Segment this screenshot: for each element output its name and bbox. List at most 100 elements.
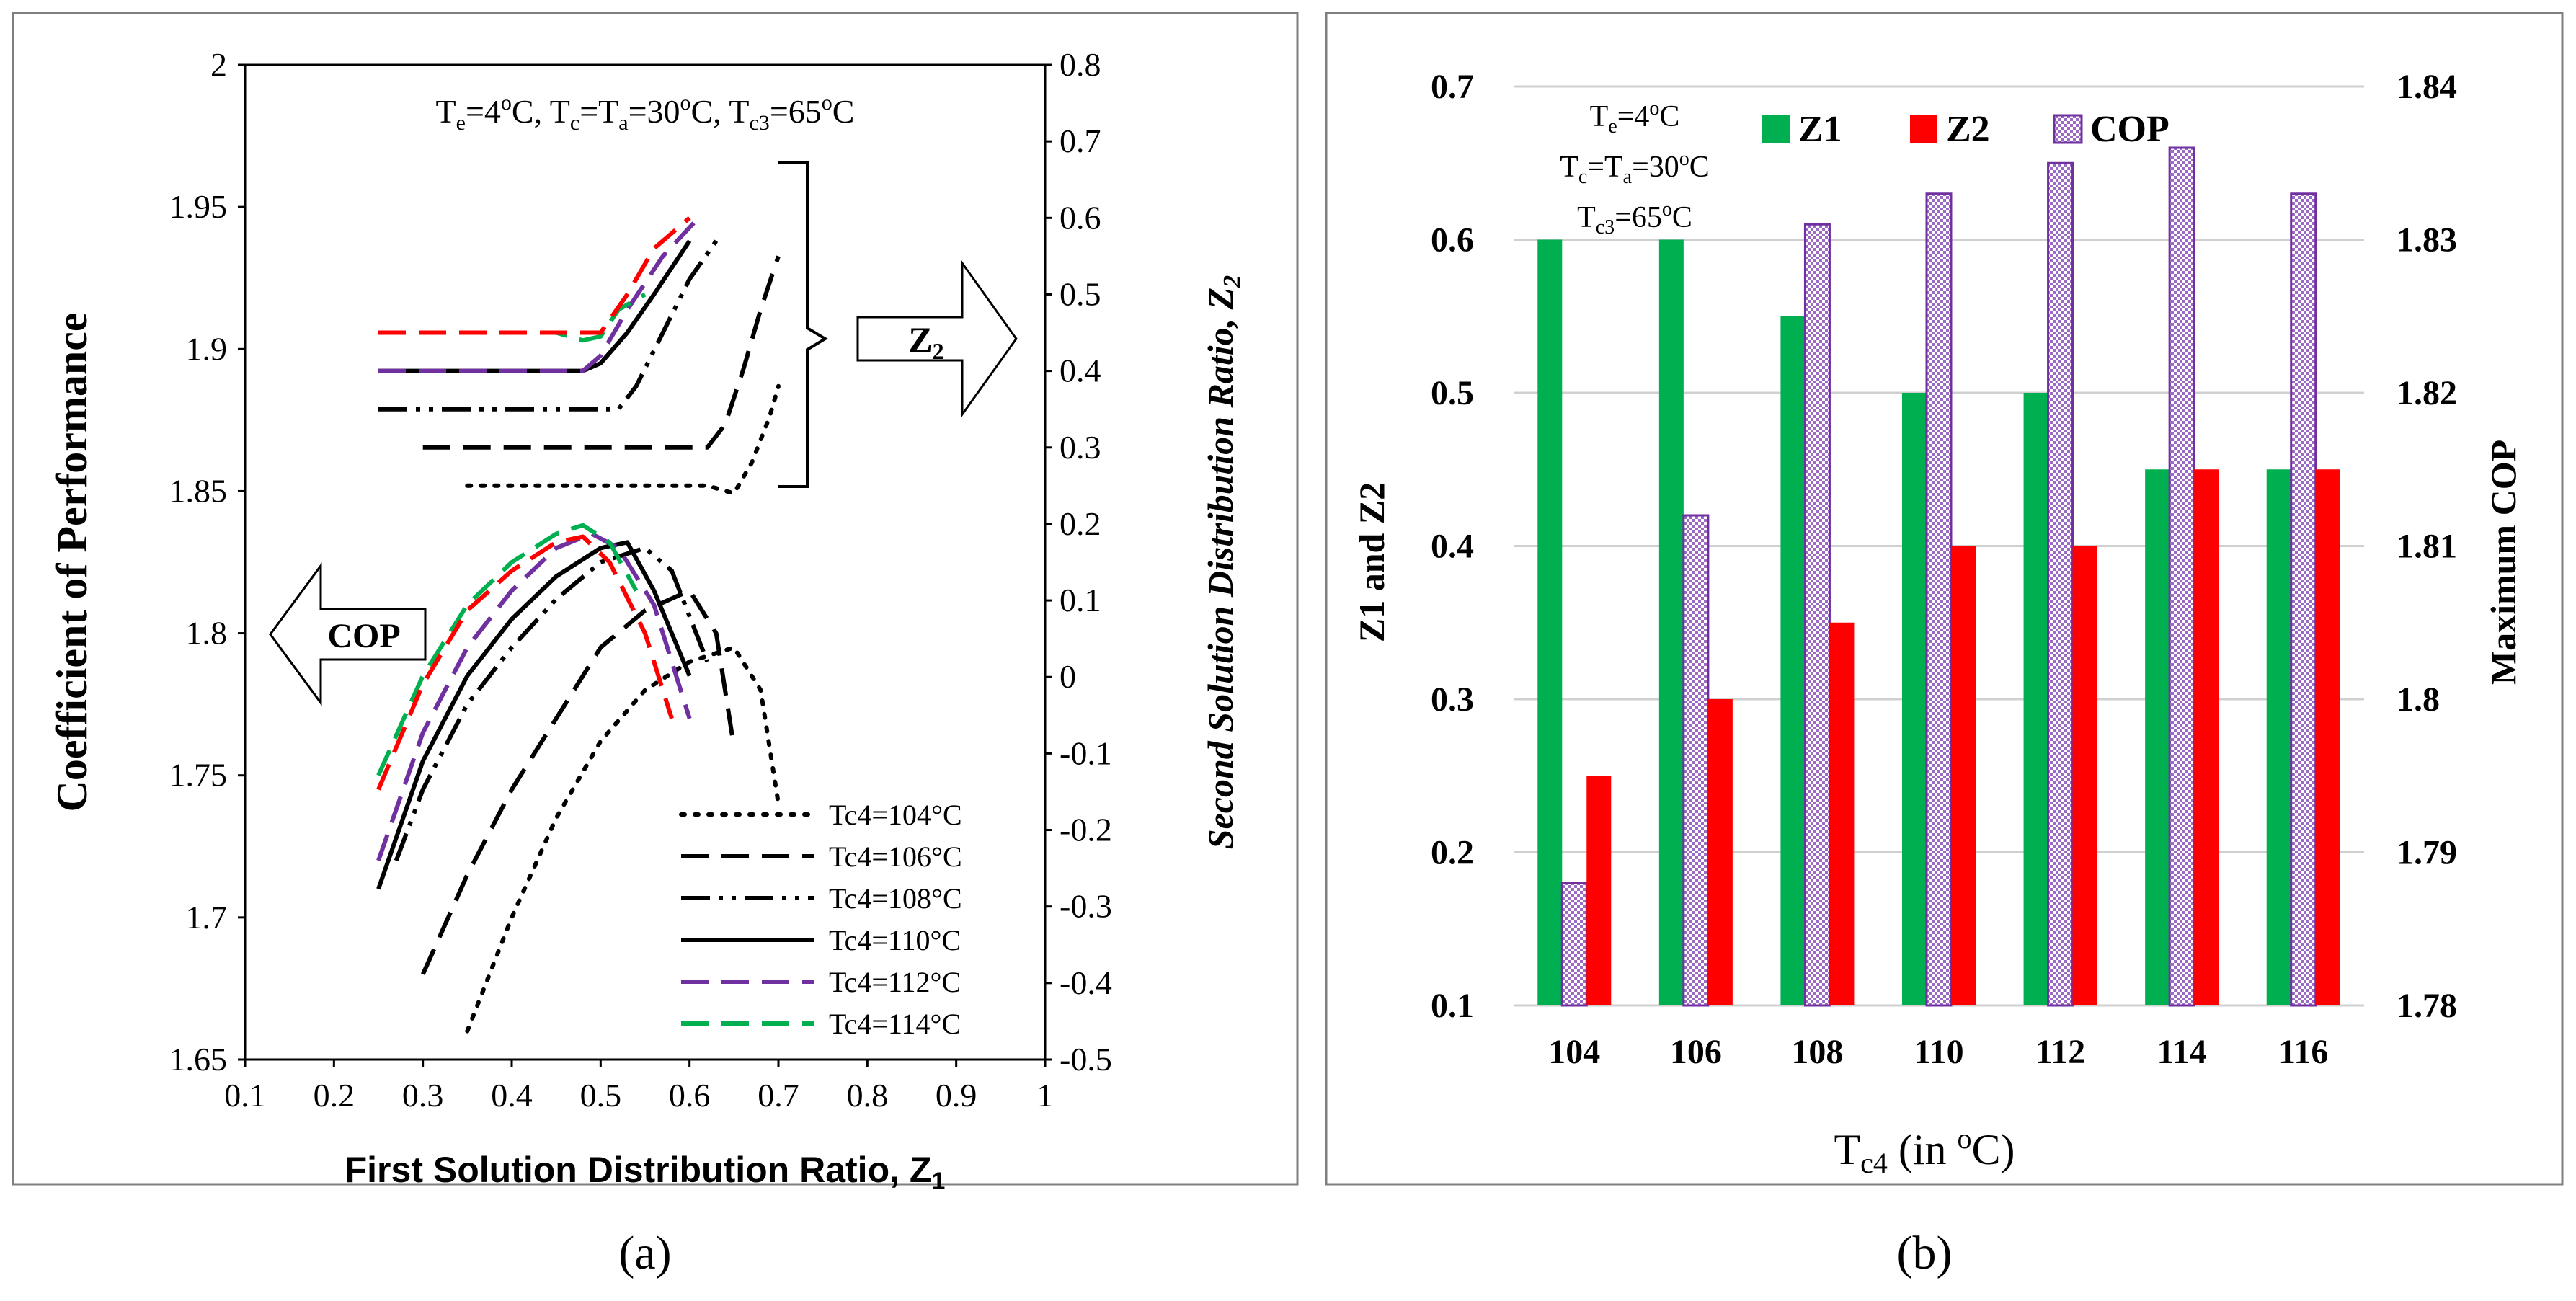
b-xl3: (in (1888, 1126, 1958, 1173)
x-tick-label: 108 (1791, 1033, 1843, 1071)
panel-a-x-ticks: 0.1 0.2 0.3 0.4 0.5 0.6 0.7 0.8 0.9 1 (224, 1060, 1054, 1114)
bar-z2-112 (2072, 546, 2097, 1005)
b-c3a: T (1577, 201, 1596, 234)
b-c1b: =4 (1617, 100, 1650, 133)
panel-a-xlabel: First Solution Distribution Ratio, Z1 (345, 1150, 946, 1195)
y2-tick-label: -0.1 (1060, 734, 1112, 771)
z2-curve-3 (378, 239, 692, 373)
panel-a-plot-area (244, 63, 1047, 1061)
y-tick-label: 0.7 (1431, 68, 1474, 106)
legend-swatch-cop (2053, 114, 2083, 144)
legend-label-z1: Z1 (1798, 109, 1842, 150)
panel-b-label: (b) (1897, 1227, 1953, 1279)
b-c3p: o (1662, 198, 1672, 221)
cond-t5: =30 (629, 93, 680, 130)
x-tick-label: 1 (1037, 1077, 1054, 1114)
panel-a-xlabel-text: First Solution Distribution Ratio, Z (345, 1150, 932, 1190)
panel-b-y-ticks: 0.1 0.2 0.3 0.4 0.5 0.6 0.7 (1431, 68, 1474, 1025)
b-c2b: =T (1587, 151, 1622, 184)
x-tick-label: 0.5 (580, 1077, 622, 1114)
y-tick-label: 0.3 (1431, 680, 1474, 719)
cond-s4: c3 (749, 111, 769, 135)
y2-tick-label: 1.84 (2397, 68, 2457, 106)
y2-tick-label: 0.8 (1060, 46, 1101, 83)
b-c3c: C (1672, 201, 1692, 234)
cop-curve-3 (376, 540, 692, 890)
b-c1a: T (1590, 100, 1609, 133)
cop-curve-0 (465, 645, 781, 1034)
y2-tick-label: 0.6 (1060, 199, 1101, 236)
y2-tick-label: 0.7 (1060, 123, 1101, 159)
x-tick-label: 0.7 (758, 1077, 799, 1114)
panel-a-curves (376, 216, 781, 1034)
panel-a-legend: Tc4=104°C Tc4=106°C Tc4=108°C Tc4=110°C Tc4=… (679, 799, 962, 1040)
panel-b-legend: Z1 Z2 COP (1762, 109, 2169, 150)
panel-a-label: (a) (618, 1227, 671, 1279)
b-xl4: o (1958, 1122, 1972, 1155)
bar-z1-112 (2023, 393, 2048, 1005)
panel-b-ylabel: Z1 and Z2 (1351, 482, 1392, 642)
b-xl5: C) (1972, 1126, 2015, 1173)
x-tick-label: 0.4 (491, 1077, 533, 1114)
panel-b-cond-line2: Tc=Ta=30oC (1560, 148, 1710, 188)
bar-z2-114 (2194, 469, 2219, 1005)
panel-b-xlabel: Tc4 (in oC) (1834, 1122, 2015, 1179)
y-tick-label: 0.1 (1431, 987, 1474, 1025)
bar-cop-112 (2047, 161, 2074, 1007)
cond-t8: C (832, 93, 855, 130)
panel-b: 0.1 0.2 0.3 0.4 0.5 0.6 0.7 1.78 1.79 1.8 1.81 1.8… (1325, 12, 2564, 1279)
panel-b-cond-line1: Te=4oC (1590, 97, 1680, 138)
x-tick-label: 0.1 (224, 1077, 266, 1114)
y-tick-label: 0.4 (1431, 528, 1474, 566)
x-tick-label: 0.2 (314, 1077, 355, 1114)
z2-arrow-icon (856, 259, 1018, 418)
cond-p2: o (680, 91, 691, 115)
b-xl2: c4 (1860, 1147, 1888, 1179)
y-tick-label: 1.7 (186, 899, 228, 936)
z2-curve-4 (378, 216, 701, 373)
y-tick-label: 1.8 (186, 615, 228, 652)
bar-z1-116 (2266, 469, 2291, 1005)
cond-t1: T (436, 93, 456, 130)
legend-label-z2: Z2 (1946, 109, 1990, 150)
bar-z2-104 (1586, 776, 1612, 1005)
b-c2a: T (1560, 151, 1578, 184)
cop-arrow-body (317, 609, 425, 660)
b-xl1: T (1834, 1126, 1860, 1173)
cond-s3: a (618, 111, 628, 135)
panel-b-y2label: Maximum COP (2483, 440, 2523, 685)
panel-b-x-ticks: 104 106 108 110 112 114 116 (1548, 1033, 2328, 1071)
y-tick-label: 1.75 (169, 757, 228, 794)
bar-z1-114 (2145, 469, 2170, 1005)
cond-t4: =T (579, 93, 618, 130)
bar-z1-104 (1537, 239, 1563, 1005)
legend-label: Tc4=114°C (829, 1008, 961, 1040)
cond-s1: e (456, 111, 466, 135)
y2-tick-label: 0.1 (1060, 582, 1101, 618)
legend-swatch-z2 (1910, 115, 1937, 143)
panel-a-conditions: Te=4oC, Tc=Ta=30oC, Tc3=65oC (436, 91, 855, 135)
bar-z2-108 (1829, 622, 1855, 1005)
legend-label: Tc4=104°C (829, 799, 962, 831)
bar-cop-110 (1925, 192, 1953, 1007)
bar-z2-110 (1951, 546, 1976, 1005)
cop-curve-4 (376, 531, 692, 861)
cond-t2: =4 (466, 93, 501, 130)
cond-p3: o (822, 91, 832, 115)
x-tick-label: 106 (1670, 1033, 1722, 1071)
legend-swatch-z1 (1762, 115, 1790, 143)
bar-z1-108 (1780, 316, 1806, 1005)
bar-cop-116 (2290, 192, 2317, 1007)
y2-tick-label: 1.79 (2397, 834, 2457, 872)
bar-cop-108 (1803, 223, 1831, 1007)
x-tick-label: 112 (2035, 1033, 2085, 1071)
z2-arrow-sub: 2 (933, 338, 944, 364)
b-c1c: C (1659, 100, 1679, 133)
z2-curve-1 (422, 255, 781, 450)
b-c2s2: a (1623, 166, 1633, 188)
y-tick-label: 2 (210, 46, 227, 83)
panel-a-frame (12, 12, 1299, 1186)
panel-a-y2label-text: Second Solution Distribution Ratio, Z (1200, 288, 1240, 849)
x-tick-label: 104 (1548, 1033, 1600, 1071)
